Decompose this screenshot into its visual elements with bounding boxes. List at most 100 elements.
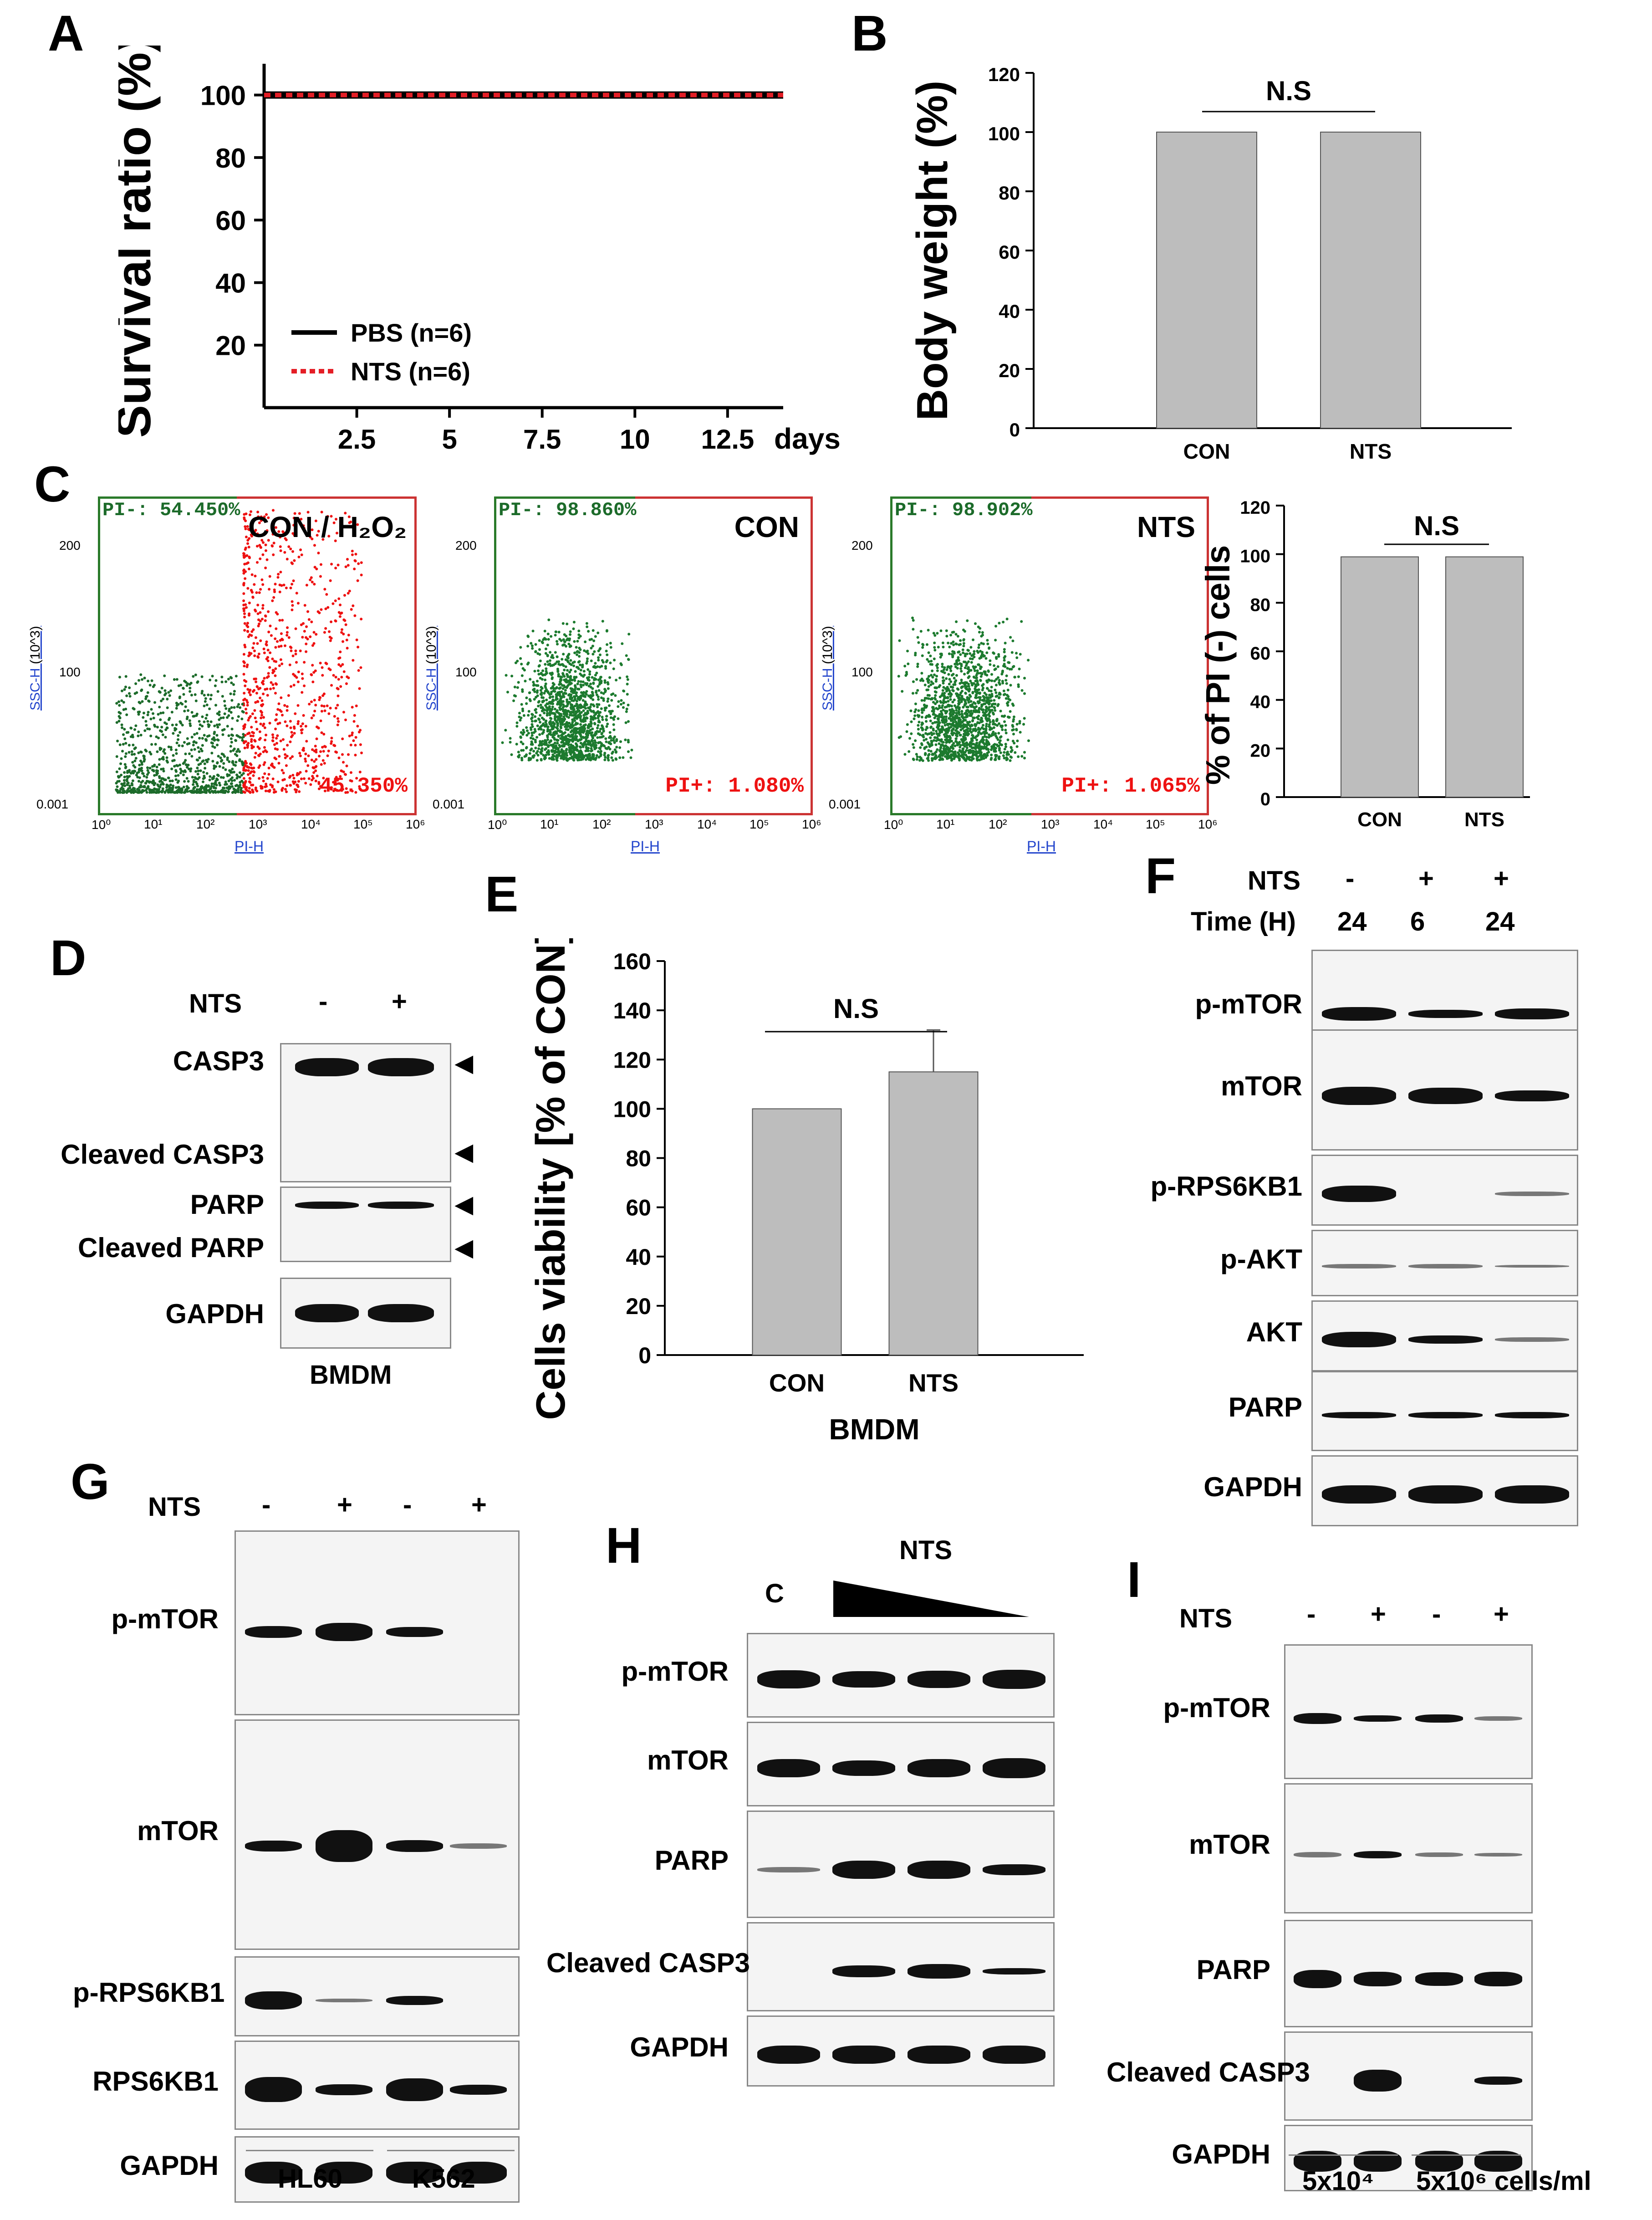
y-tick-label: 100 xyxy=(455,665,477,679)
band xyxy=(1322,1264,1397,1269)
lane-treatment: - xyxy=(262,1490,271,1519)
row-label: PARP xyxy=(1228,1392,1302,1422)
y-tick-label: 100 xyxy=(200,81,246,111)
blot-mtor xyxy=(235,1719,520,1950)
blot-cleaved-casp3 xyxy=(747,1922,1055,2011)
body-weight-chart: 0 20 40 60 80 100 120 CON NTS Body weight (%) N… xyxy=(908,64,1512,463)
row-label: p-AKT xyxy=(1220,1244,1302,1274)
band xyxy=(450,2084,507,2095)
blot-mtor xyxy=(1311,1029,1578,1151)
band xyxy=(1495,1337,1570,1342)
row-parp: PARP xyxy=(190,1189,264,1220)
pi-neg-value: PI-: 98.902% xyxy=(895,499,1033,521)
band xyxy=(386,1995,443,2005)
blot-gapdh xyxy=(280,1278,451,1349)
band xyxy=(316,1623,372,1641)
band xyxy=(1495,1191,1570,1196)
category-label: NTS xyxy=(1464,808,1504,831)
row-label: p-mTOR xyxy=(621,1656,729,1687)
row-label: RPS6KB1 xyxy=(92,2066,219,2097)
panel-label-b: B xyxy=(851,5,888,61)
band xyxy=(1415,1714,1463,1723)
lane-treatment: + xyxy=(1371,1599,1386,1629)
lane-treatment: - xyxy=(1432,1599,1441,1629)
control-label: C xyxy=(765,1579,784,1608)
blot-casp3 xyxy=(280,1043,451,1182)
band xyxy=(450,1843,507,1849)
treatment-label: NTS xyxy=(1179,1604,1232,1633)
band xyxy=(1322,1087,1397,1105)
arrow-icon: ◀ xyxy=(455,1050,473,1076)
row-label: GAPDH xyxy=(1172,2139,1270,2169)
band xyxy=(983,2045,1045,2064)
y-axis-label: SSC-H (10^3) xyxy=(423,626,439,711)
blot-p-mtor xyxy=(1284,1644,1533,1779)
lane-time: 6 xyxy=(1410,907,1425,936)
category-label: NTS xyxy=(908,1369,959,1397)
band xyxy=(1495,1090,1570,1101)
blot-parp xyxy=(1284,1920,1533,2027)
pi-neg-gate xyxy=(98,496,237,815)
band xyxy=(757,2045,820,2064)
row-label: Cleaved CASP3 xyxy=(546,1948,750,1978)
scatter-points xyxy=(897,616,1030,762)
band xyxy=(908,1671,970,1688)
y-tick-label: 100 xyxy=(613,1096,651,1122)
lane-treatment: + xyxy=(337,1490,352,1519)
x-axis-label: BMDM xyxy=(829,1413,919,1446)
band xyxy=(1354,1971,1402,1986)
y-tick-label: 100 xyxy=(59,665,81,679)
blot-parp xyxy=(1311,1371,1578,1451)
y-axis-label: Cells viability [% of CON] xyxy=(528,938,574,1420)
lane-time: 24 xyxy=(1337,907,1367,936)
x-tick-label: 10¹ xyxy=(144,817,163,831)
band xyxy=(1495,1008,1570,1019)
band xyxy=(1322,1331,1397,1347)
y-tick-label: 80 xyxy=(626,1146,651,1171)
band xyxy=(245,2077,302,2102)
arrow-icon: ◀ xyxy=(455,1192,473,1217)
panel-label-h: H xyxy=(606,1518,642,1574)
blot-p-mtor xyxy=(747,1633,1055,1718)
band xyxy=(1294,1969,1341,1988)
treatment-label: NTS xyxy=(189,989,242,1018)
band xyxy=(832,2045,895,2064)
band xyxy=(1474,1853,1522,1857)
flow-title: CON xyxy=(734,511,799,543)
band xyxy=(1322,1485,1397,1504)
y-tick-label: 60 xyxy=(999,241,1020,263)
band xyxy=(983,1758,1045,1778)
blot-parp xyxy=(280,1187,451,1262)
bar-nts xyxy=(1445,556,1524,798)
band xyxy=(1474,1971,1522,1986)
x-tick-label: 10¹ xyxy=(936,817,955,831)
divider xyxy=(1412,2154,1521,2156)
lane-2: + xyxy=(392,987,407,1016)
treatment-label: NTS xyxy=(148,1492,201,1522)
bar-con xyxy=(1341,556,1419,798)
y-tick-label: 100 xyxy=(851,665,873,679)
cell-label: BMDM xyxy=(310,1360,392,1390)
x-tick-label: 10² xyxy=(592,817,611,831)
divider xyxy=(387,2150,515,2151)
x-tick-label: 10⁵ xyxy=(750,817,769,831)
blot-p-rps6kb1 xyxy=(235,1956,520,2036)
x-tick-label: 10⁵ xyxy=(1146,817,1165,831)
blot-akt xyxy=(1311,1300,1578,1371)
band xyxy=(1474,2151,1522,2172)
x-tick-label: 10⁶ xyxy=(1198,817,1218,831)
x-tick-label: 10⁰ xyxy=(488,818,507,832)
y-tick-label: 60 xyxy=(1250,644,1271,664)
band xyxy=(1294,1852,1341,1857)
category-label: CON xyxy=(1357,808,1402,831)
x-tick-label: 10⁰ xyxy=(884,818,903,832)
bar-nts xyxy=(1320,132,1421,429)
ns-label: N.S xyxy=(1266,76,1311,106)
x-tick-label: 10⁶ xyxy=(406,817,425,831)
lane-1: - xyxy=(319,987,328,1016)
panel-label-a: A xyxy=(48,5,84,61)
lane-treatment: - xyxy=(403,1490,412,1519)
blot-gapdh xyxy=(235,2136,520,2203)
y-tick-label: 200 xyxy=(59,538,81,552)
band xyxy=(832,1671,895,1688)
